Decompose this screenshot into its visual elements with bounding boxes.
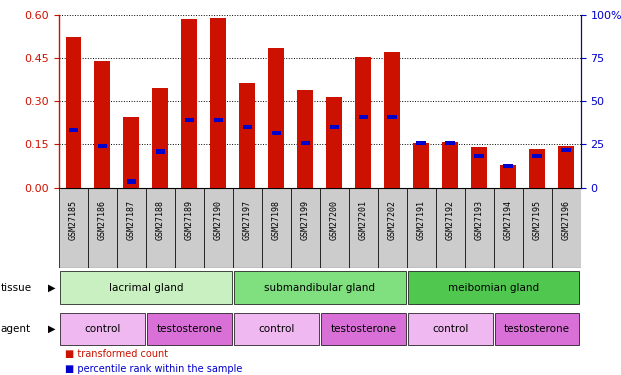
Bar [124, 117, 139, 188]
Bar [69, 128, 78, 132]
Text: GSM27188: GSM27188 [156, 200, 165, 240]
Bar [243, 125, 252, 129]
Text: control: control [84, 324, 120, 334]
Bar [388, 115, 397, 119]
Bar [330, 125, 339, 129]
Bar [88, 188, 117, 268]
Text: GSM27197: GSM27197 [243, 200, 252, 240]
Bar [291, 188, 320, 268]
Bar [97, 144, 107, 148]
Bar [211, 18, 226, 188]
Text: lacrimal gland: lacrimal gland [109, 283, 183, 293]
Text: GSM27189: GSM27189 [185, 200, 194, 240]
Text: testosterone: testosterone [156, 324, 222, 334]
Text: ■ percentile rank within the sample: ■ percentile rank within the sample [65, 364, 243, 374]
Bar [147, 313, 232, 345]
Text: GSM27186: GSM27186 [98, 200, 107, 240]
Text: GSM27200: GSM27200 [330, 200, 339, 240]
Bar [501, 165, 516, 188]
Bar [181, 19, 197, 188]
Bar [59, 188, 88, 268]
Bar [358, 115, 368, 119]
Bar [301, 141, 310, 145]
Bar [234, 313, 319, 345]
Text: control: control [258, 324, 294, 334]
Bar [117, 188, 146, 268]
Text: GSM27194: GSM27194 [504, 200, 513, 240]
Text: GSM27198: GSM27198 [272, 200, 281, 240]
Text: GSM27190: GSM27190 [214, 200, 223, 240]
Text: control: control [432, 324, 468, 334]
Bar [494, 188, 523, 268]
Text: GSM27196: GSM27196 [561, 200, 571, 240]
Bar [378, 188, 407, 268]
Text: GSM27187: GSM27187 [127, 200, 136, 240]
Text: GSM27199: GSM27199 [301, 200, 310, 240]
Bar [349, 188, 378, 268]
Text: GSM27193: GSM27193 [474, 200, 484, 240]
Bar [127, 180, 136, 184]
Bar [523, 188, 551, 268]
Text: tissue: tissue [1, 283, 32, 293]
Text: agent: agent [1, 324, 31, 334]
Bar [204, 188, 233, 268]
Text: testosterone: testosterone [330, 324, 396, 334]
Bar [561, 148, 571, 152]
Bar [355, 57, 371, 188]
Bar [320, 188, 349, 268]
Text: GSM27202: GSM27202 [388, 200, 397, 240]
Bar [465, 188, 494, 268]
Bar [408, 313, 492, 345]
Bar [442, 141, 458, 188]
Bar [532, 154, 542, 158]
Bar [66, 37, 81, 188]
Bar [184, 118, 194, 122]
Text: submandibular gland: submandibular gland [265, 283, 375, 293]
Bar [414, 143, 429, 188]
Bar [268, 48, 284, 188]
Bar [152, 88, 168, 188]
Bar [262, 188, 291, 268]
Bar [558, 146, 574, 188]
Text: GSM27195: GSM27195 [533, 200, 542, 240]
Bar [417, 141, 426, 145]
Bar [407, 188, 436, 268]
Text: meibomian gland: meibomian gland [448, 283, 539, 293]
Bar [436, 188, 465, 268]
Bar [175, 188, 204, 268]
Bar [408, 272, 579, 304]
Bar [529, 149, 545, 188]
Bar [551, 188, 581, 268]
Bar [504, 164, 513, 168]
Text: GSM27201: GSM27201 [359, 200, 368, 240]
Bar [327, 97, 342, 188]
Bar [239, 82, 255, 188]
Bar [271, 130, 281, 135]
Bar [94, 61, 111, 188]
Text: ■ transformed count: ■ transformed count [65, 350, 168, 359]
Bar [234, 272, 406, 304]
Text: GSM27185: GSM27185 [69, 200, 78, 240]
Bar [474, 154, 484, 158]
Bar [384, 53, 400, 188]
Bar [321, 313, 406, 345]
Text: ▶: ▶ [48, 283, 56, 293]
Text: GSM27191: GSM27191 [417, 200, 426, 240]
Bar [495, 313, 579, 345]
Bar [445, 141, 455, 145]
Text: testosterone: testosterone [504, 324, 570, 334]
Bar [146, 188, 175, 268]
Bar [233, 188, 262, 268]
Bar [214, 118, 223, 122]
Bar [60, 313, 145, 345]
Bar [297, 90, 313, 188]
Bar [471, 147, 487, 188]
Text: ▶: ▶ [48, 324, 56, 334]
Bar [156, 149, 165, 154]
Text: GSM27192: GSM27192 [446, 200, 455, 240]
Bar [60, 272, 232, 304]
